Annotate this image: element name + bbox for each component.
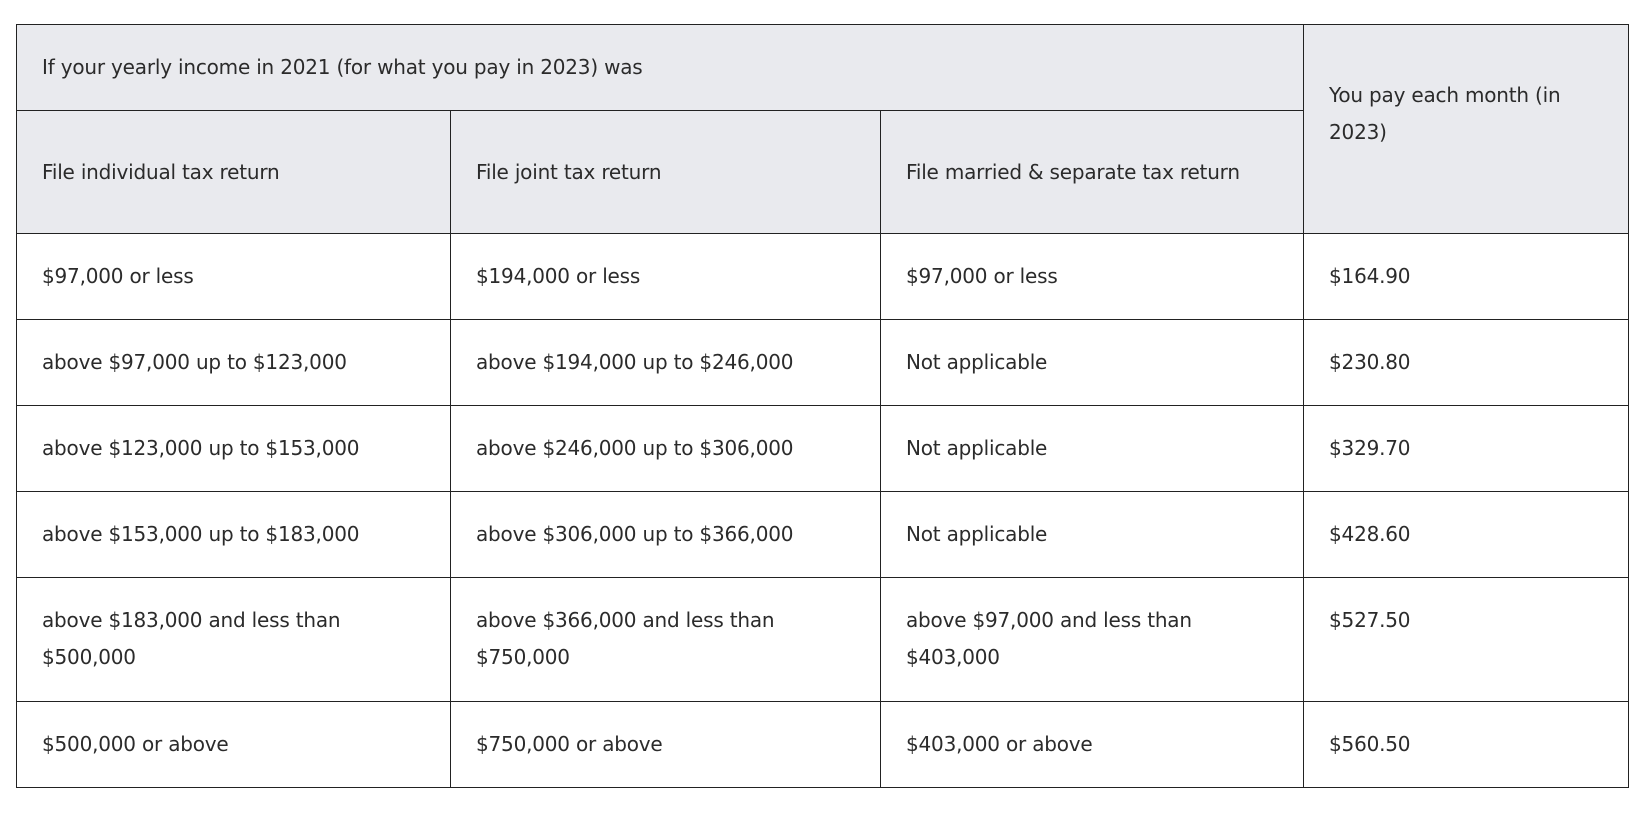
joint-income-cell: above $366,000 and less than $750,000 [450,577,881,702]
column-header-joint: File joint tax return [450,110,881,234]
monthly-payment-cell: $428.60 [1303,491,1630,578]
monthly-payment-cell: $560.50 [1303,701,1630,788]
column-header-married-separate: File married & separate tax return [879,110,1305,234]
joint-income-cell: $194,000 or less [450,233,881,320]
table-row: above $183,000 and less than $500,000 abo… [16,577,1630,702]
premium-table: If your yearly income in 2021 (for what … [15,24,1630,788]
joint-income-cell: above $194,000 up to $246,000 [450,319,881,406]
married-separate-income-cell: above $97,000 and less than $403,000 [879,577,1305,702]
individual-income-cell: above $183,000 and less than $500,000 [16,577,451,702]
monthly-payment-header: You pay each month (in 2023) [1303,24,1630,234]
monthly-payment-cell: $329.70 [1303,405,1630,492]
table-row: $500,000 or above $750,000 or above $403,0… [16,701,1630,788]
joint-income-cell: $750,000 or above [450,701,881,788]
married-separate-income-cell: $403,000 or above [879,701,1305,788]
individual-income-cell: $97,000 or less [16,233,451,320]
joint-income-cell: above $246,000 up to $306,000 [450,405,881,492]
married-separate-income-cell: Not applicable [879,491,1305,578]
individual-income-cell: above $153,000 up to $183,000 [16,491,451,578]
income-group-header: If your yearly income in 2021 (for what … [15,24,1305,111]
individual-income-cell: $500,000 or above [16,701,451,788]
monthly-payment-cell: $230.80 [1303,319,1630,406]
table-row: above $123,000 up to $153,000 above $246,… [16,405,1630,492]
joint-income-cell: above $306,000 up to $366,000 [450,491,881,578]
column-header-individual: File individual tax return [16,110,451,234]
married-separate-income-cell: Not applicable [879,319,1305,406]
table-row: above $153,000 up to $183,000 above $306,… [16,491,1630,578]
monthly-payment-cell: $164.90 [1303,233,1630,320]
individual-income-cell: above $123,000 up to $153,000 [16,405,451,492]
table-row: above $97,000 up to $123,000 above $194,0… [16,319,1630,406]
married-separate-income-cell: $97,000 or less [879,233,1305,320]
table-row: $97,000 or less $194,000 or less $97,000 o… [16,233,1630,320]
individual-income-cell: above $97,000 up to $123,000 [16,319,451,406]
married-separate-income-cell: Not applicable [879,405,1305,492]
monthly-payment-cell: $527.50 [1303,577,1630,702]
